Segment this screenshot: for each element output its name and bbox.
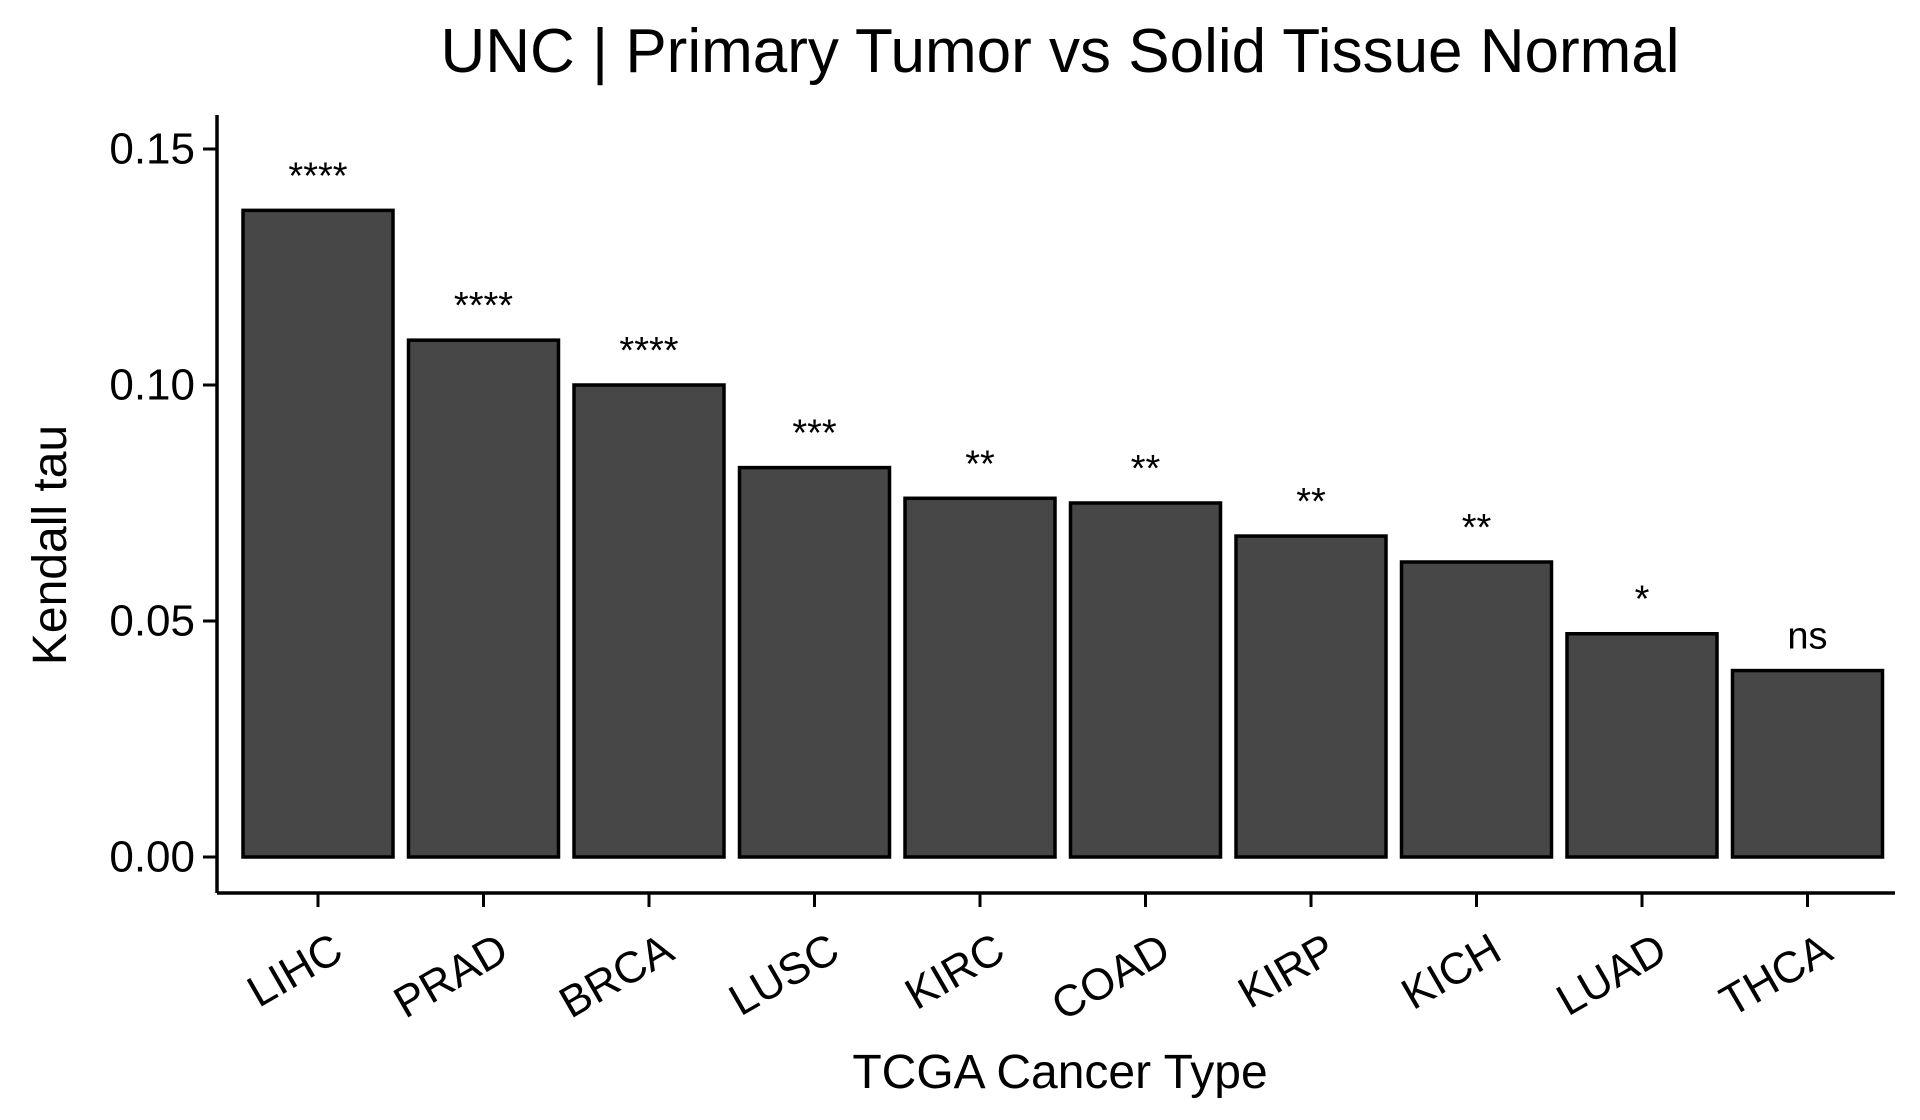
significance-label: ** <box>1296 481 1326 523</box>
chart-title: UNC | Primary Tumor vs Solid Tissue Norm… <box>440 17 1679 86</box>
bar-brca <box>572 383 726 859</box>
bar-prad <box>406 338 561 859</box>
bar-lusc <box>737 465 892 859</box>
bar-coad <box>1068 501 1223 859</box>
x-tick-label: LUSC <box>721 924 847 1025</box>
significance-label: **** <box>454 285 513 327</box>
y-tick-label: 0.00 <box>109 833 195 882</box>
bar-kirc <box>903 496 1057 859</box>
significance-layer: ***************** *******ns <box>288 155 1827 657</box>
significance-label: ** <box>1462 507 1492 549</box>
x-tick-label: KIRC <box>897 924 1013 1019</box>
y-tick-label: 0.10 <box>109 361 195 410</box>
x-tick-label: BRCA <box>551 924 682 1028</box>
significance-label: ** <box>1131 448 1161 490</box>
bar-thca <box>1730 668 1885 859</box>
significance-label: **** <box>619 330 678 372</box>
bar-luad <box>1565 631 1719 859</box>
bar-kirp <box>1234 534 1388 859</box>
x-tick-label: KICH <box>1394 924 1510 1019</box>
significance-label: **** <box>288 155 347 197</box>
y-tick-label: 0.05 <box>109 597 195 646</box>
x-tick-label: PRAD <box>386 924 516 1028</box>
significance-label: ns <box>1787 616 1827 658</box>
x-tick-label: KIRP <box>1230 924 1343 1018</box>
x-tick-label: COAD <box>1044 924 1179 1030</box>
bar-kich <box>1399 560 1554 859</box>
bars-layer <box>241 208 1885 859</box>
x-tick-label: LUAD <box>1548 924 1674 1025</box>
significance-label: * <box>1635 579 1650 621</box>
x-tick-label: THCA <box>1712 924 1841 1027</box>
y-tick-label: 0.15 <box>109 125 195 174</box>
y-axis-title: Kendall tau <box>24 425 77 665</box>
x-tick-label: LIHC <box>239 924 350 1017</box>
x-axis-title: TCGA Cancer Type <box>852 1046 1267 1099</box>
significance-label: *** <box>792 413 837 455</box>
significance-label: ** <box>965 443 995 485</box>
bar-lihc <box>241 208 395 859</box>
